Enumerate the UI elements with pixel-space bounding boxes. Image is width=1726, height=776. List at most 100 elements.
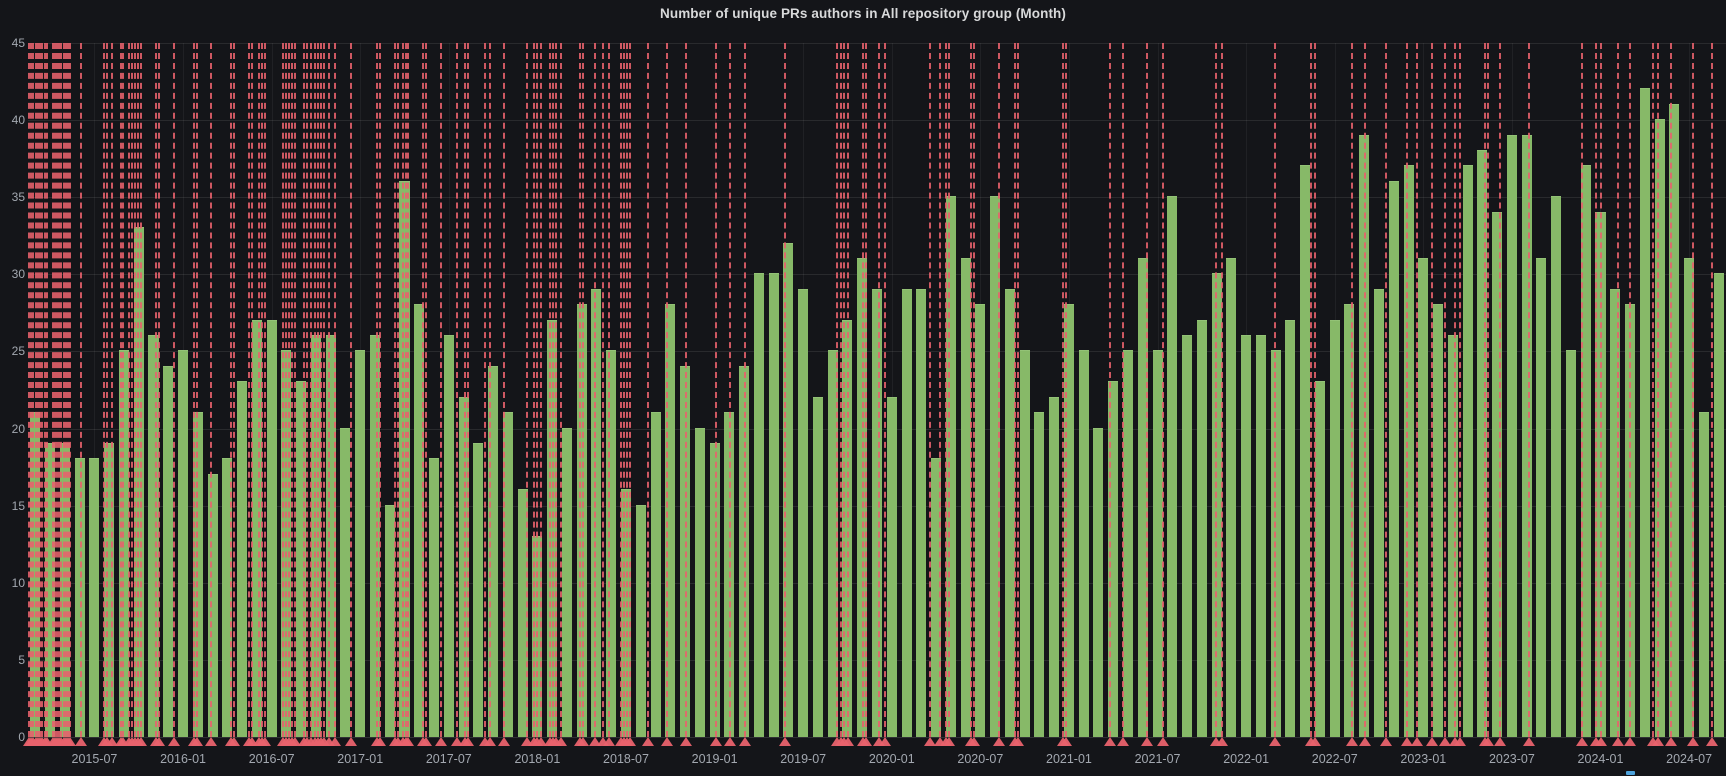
bar-2019-03[interactable] bbox=[739, 365, 750, 737]
annotation-line[interactable] bbox=[1581, 43, 1584, 737]
bar-2020-06[interactable] bbox=[960, 257, 971, 737]
annotation-line[interactable] bbox=[620, 43, 623, 737]
annotation-line[interactable] bbox=[865, 43, 868, 737]
annotation-line[interactable] bbox=[349, 43, 352, 737]
bar-2024-09[interactable] bbox=[1713, 273, 1724, 737]
annotation-marker-icon[interactable] bbox=[1453, 737, 1466, 746]
annotation-line[interactable] bbox=[744, 43, 747, 737]
bar-2017-06[interactable] bbox=[429, 458, 440, 737]
annotation-line[interactable] bbox=[456, 43, 459, 737]
annotation-line[interactable] bbox=[333, 43, 336, 737]
annotation-line[interactable] bbox=[1274, 43, 1277, 737]
bar-2016-03[interactable] bbox=[207, 473, 218, 737]
annotation-line[interactable] bbox=[878, 43, 881, 737]
annotation-line[interactable] bbox=[110, 43, 113, 737]
annotation-line[interactable] bbox=[972, 43, 975, 737]
bar-2024-04[interactable] bbox=[1639, 88, 1650, 737]
annotation-line[interactable] bbox=[302, 43, 305, 737]
annotation-line[interactable] bbox=[157, 43, 160, 737]
bar-2019-05[interactable] bbox=[768, 273, 779, 737]
annotation-line[interactable] bbox=[625, 43, 628, 737]
bar-2022-07[interactable] bbox=[1329, 319, 1340, 737]
annotation-line[interactable] bbox=[317, 43, 320, 737]
bar-2018-08[interactable] bbox=[635, 504, 646, 737]
annotation-line[interactable] bbox=[56, 43, 59, 737]
annotation-marker-icon[interactable] bbox=[1140, 737, 1153, 746]
annotation-marker-icon[interactable] bbox=[245, 737, 258, 746]
annotation-marker-icon[interactable] bbox=[724, 737, 737, 746]
bar-2019-07[interactable] bbox=[798, 288, 809, 737]
annotation-line[interactable] bbox=[32, 43, 35, 737]
annotation-line[interactable] bbox=[261, 43, 264, 737]
bar-2019-11[interactable] bbox=[857, 257, 868, 737]
bar-2019-12[interactable] bbox=[871, 288, 882, 737]
annotation-marker-icon[interactable] bbox=[74, 737, 87, 746]
annotation-line[interactable] bbox=[397, 43, 400, 737]
annotation-marker-icon[interactable] bbox=[680, 737, 693, 746]
annotation-line[interactable] bbox=[602, 43, 605, 737]
annotation-marker-icon[interactable] bbox=[1012, 737, 1025, 746]
annotation-line[interactable] bbox=[196, 43, 199, 737]
annotation-marker-icon[interactable] bbox=[167, 737, 180, 746]
panel-title[interactable]: Number of unique PRs authors in All repo… bbox=[660, 6, 1066, 21]
bar-2023-09[interactable] bbox=[1536, 257, 1547, 737]
bar-2016-05[interactable] bbox=[237, 381, 248, 737]
bar-2023-03[interactable] bbox=[1447, 335, 1458, 737]
bar-2020-02[interactable] bbox=[901, 288, 912, 737]
annotation-marker-icon[interactable] bbox=[1595, 737, 1608, 746]
annotation-line[interactable] bbox=[53, 43, 56, 737]
annotation-line[interactable] bbox=[1430, 43, 1433, 737]
annotation-line[interactable] bbox=[233, 43, 236, 737]
annotation-line[interactable] bbox=[327, 43, 330, 737]
annotation-marker-icon[interactable] bbox=[451, 737, 464, 746]
annotation-line[interactable] bbox=[685, 43, 688, 737]
annotation-line[interactable] bbox=[552, 43, 555, 737]
annotation-line[interactable] bbox=[714, 43, 717, 737]
annotation-line[interactable] bbox=[62, 43, 65, 737]
bar-2022-09[interactable] bbox=[1359, 134, 1370, 737]
legend-caret-icon[interactable] bbox=[1626, 771, 1635, 775]
annotation-line[interactable] bbox=[549, 43, 552, 737]
annotation-line[interactable] bbox=[835, 43, 838, 737]
annotation-line[interactable] bbox=[1314, 43, 1317, 737]
annotation-line[interactable] bbox=[310, 43, 313, 737]
bar-2023-05[interactable] bbox=[1477, 149, 1488, 737]
annotation-line[interactable] bbox=[729, 43, 732, 737]
bar-2017-11[interactable] bbox=[502, 412, 513, 737]
annotation-marker-icon[interactable] bbox=[64, 737, 77, 746]
annotation-line[interactable] bbox=[79, 43, 82, 737]
bar-2023-11[interactable] bbox=[1565, 350, 1576, 737]
annotation-line[interactable] bbox=[1405, 43, 1408, 737]
annotation-line[interactable] bbox=[581, 43, 584, 737]
annotation-line[interactable] bbox=[947, 43, 950, 737]
annotation-line[interactable] bbox=[1483, 43, 1486, 737]
annotation-line[interactable] bbox=[45, 43, 48, 737]
annotation-marker-icon[interactable] bbox=[709, 737, 722, 746]
annotation-line[interactable] bbox=[128, 43, 131, 737]
annotation-marker-icon[interactable] bbox=[1156, 737, 1169, 746]
annotation-line[interactable] bbox=[401, 43, 404, 737]
annotation-line[interactable] bbox=[1528, 43, 1531, 737]
annotation-line[interactable] bbox=[1711, 43, 1714, 737]
bar-2023-06[interactable] bbox=[1492, 211, 1503, 737]
annotation-line[interactable] bbox=[290, 43, 293, 737]
annotation-line[interactable] bbox=[1486, 43, 1489, 737]
annotation-line[interactable] bbox=[843, 43, 846, 737]
annotation-line[interactable] bbox=[422, 43, 425, 737]
annotation-marker-icon[interactable] bbox=[259, 737, 272, 746]
annotation-line[interactable] bbox=[172, 43, 175, 737]
annotation-line[interactable] bbox=[884, 43, 887, 737]
annotation-line[interactable] bbox=[1350, 43, 1353, 737]
annotation-line[interactable] bbox=[60, 43, 63, 737]
bar-2021-10[interactable] bbox=[1196, 319, 1207, 737]
bar-2019-01[interactable] bbox=[709, 442, 720, 737]
annotation-line[interactable] bbox=[379, 43, 382, 737]
annotation-marker-icon[interactable] bbox=[660, 737, 673, 746]
bar-2018-06[interactable] bbox=[606, 350, 617, 737]
annotation-marker-icon[interactable] bbox=[105, 737, 118, 746]
annotation-marker-icon[interactable] bbox=[1410, 737, 1423, 746]
annotation-line[interactable] bbox=[425, 43, 428, 737]
annotation-line[interactable] bbox=[248, 43, 250, 737]
annotation-marker-icon[interactable] bbox=[923, 737, 936, 746]
annotation-marker-icon[interactable] bbox=[1359, 737, 1372, 746]
